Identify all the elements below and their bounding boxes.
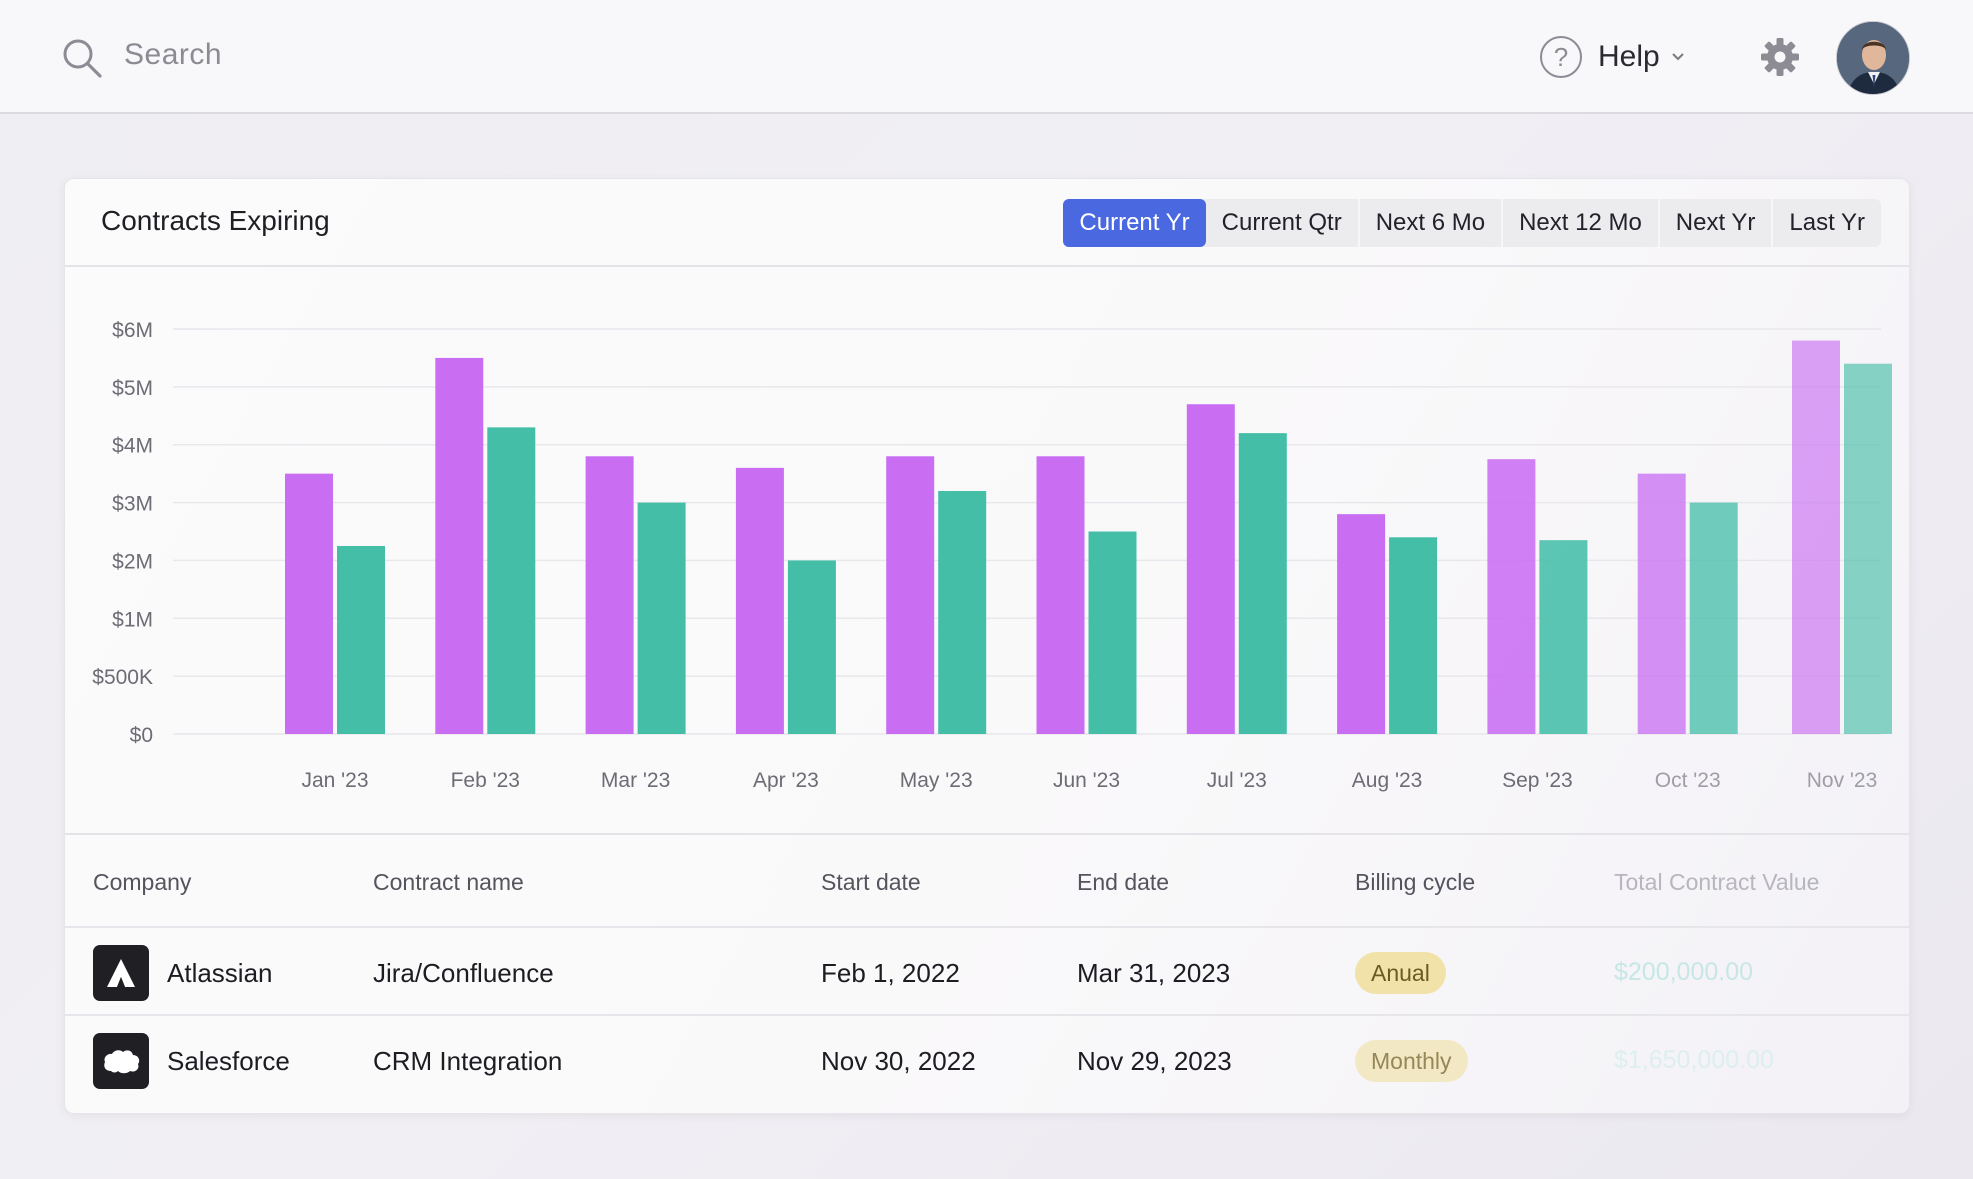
x-tick-label: May '23: [900, 769, 973, 792]
table-row[interactable]: Atlassian Jira/Confluence Feb 1, 2022 Ma…: [65, 926, 1909, 1014]
atlassian-logo: [93, 945, 149, 1001]
x-tick-label: Nov '23: [1807, 769, 1878, 792]
y-tick-label: $1M: [112, 608, 153, 631]
tab-current-yr[interactable]: Current Yr: [1063, 199, 1206, 247]
help-icon: ?: [1540, 36, 1582, 78]
x-tick-label: Mar '23: [601, 769, 670, 792]
search-icon[interactable]: [60, 36, 104, 80]
bar-series-2[interactable]: [787, 560, 836, 734]
y-tick-label: $4M: [112, 435, 153, 458]
bar-series-2[interactable]: [938, 491, 987, 734]
x-tick-label: Jan '23: [301, 769, 368, 792]
salesforce-logo: [93, 1033, 149, 1089]
y-tick-label: $3M: [112, 493, 153, 516]
tab-next-yr[interactable]: Next Yr: [1660, 199, 1774, 247]
y-tick-label: $0: [130, 724, 153, 747]
column-header-total-value[interactable]: Total Contract Value: [1614, 869, 1820, 895]
card-title: Contracts Expiring: [101, 205, 330, 236]
bar-series-2[interactable]: [487, 427, 536, 734]
bar-series-2[interactable]: [337, 545, 385, 734]
x-tick-label: Oct '23: [1655, 769, 1721, 792]
bar-series-1[interactable]: [585, 456, 634, 734]
bar-series-2[interactable]: [1389, 537, 1438, 734]
avatar-image: [1837, 22, 1909, 94]
x-tick-label: Aug '23: [1352, 769, 1423, 792]
column-header-start-date[interactable]: Start date: [821, 869, 921, 895]
salesforce-cloud-icon: [104, 1050, 140, 1074]
bar-series-2[interactable]: [1238, 433, 1287, 734]
y-tick-label: $500K: [92, 666, 153, 689]
bar-series-2[interactable]: [1539, 540, 1588, 734]
billing-cycle-badge: Monthly: [1355, 1040, 1468, 1082]
contract-name: CRM Integration: [373, 1046, 563, 1076]
tab-current-qtr[interactable]: Current Qtr: [1206, 199, 1360, 247]
contract-name: Jira/Confluence: [373, 958, 554, 988]
y-tick-label: $6M: [112, 319, 153, 342]
atlassian-icon: [107, 959, 135, 987]
x-tick-label: Jul '23: [1207, 769, 1267, 792]
bar-series-1[interactable]: [1036, 456, 1085, 734]
start-date: Nov 30, 2022: [821, 1046, 976, 1076]
bar-series-1[interactable]: [1186, 404, 1235, 734]
total-contract-value: $200,000.00: [1614, 958, 1754, 986]
divider: [65, 833, 1909, 835]
company-name: Atlassian: [167, 958, 273, 988]
chevron-down-icon: [1671, 53, 1684, 61]
column-header-company[interactable]: Company: [93, 869, 192, 895]
search-input[interactable]: Search: [124, 38, 223, 71]
x-tick-label: Feb '23: [451, 769, 520, 792]
company-name: Salesforce: [167, 1046, 290, 1076]
bar-series-2[interactable]: [1088, 531, 1137, 735]
bar-series-1[interactable]: [1337, 514, 1386, 734]
bar-series-1[interactable]: [886, 456, 935, 734]
period-tabs: Current Yr Current Qtr Next 6 Mo Next 12…: [1063, 199, 1881, 247]
bar-series-1[interactable]: [285, 473, 333, 734]
bar-series-1[interactable]: [435, 357, 484, 734]
column-header-contract-name[interactable]: Contract name: [373, 869, 524, 895]
help-label: Help: [1598, 40, 1660, 73]
bar-series-2[interactable]: [1689, 502, 1738, 734]
y-tick-label: $5M: [112, 377, 153, 400]
contracts-bar-chart: $0 $500K $1M $2M $3M $4M $5M $6M Jan '23 Feb '23 M…: [92, 319, 1892, 792]
end-date: Mar 31, 2023: [1077, 958, 1231, 988]
bar-series-2[interactable]: [637, 502, 686, 734]
contracts-card: Contracts Expiring Current Yr Current Qt…: [64, 178, 1910, 1114]
bar-series-1[interactable]: [735, 467, 784, 734]
tab-next-6-mo[interactable]: Next 6 Mo: [1360, 199, 1504, 247]
billing-cycle-badge: Anual: [1355, 952, 1446, 994]
bar-series-1[interactable]: [1637, 473, 1686, 734]
help-menu[interactable]: ? Help: [1540, 33, 1686, 81]
bar-series-1[interactable]: [1487, 459, 1536, 734]
x-tick-label: Apr '23: [753, 769, 819, 792]
table-header: Company Contract name Start date End dat…: [65, 869, 1909, 917]
x-tick-label: Sep '23: [1502, 769, 1573, 792]
bar-series-2[interactable]: [1844, 363, 1892, 734]
gear-icon[interactable]: [1758, 35, 1802, 79]
column-header-billing-cycle[interactable]: Billing cycle: [1355, 869, 1476, 895]
total-contract-value: $1,650,000.00: [1614, 1046, 1774, 1074]
tab-last-yr[interactable]: Last Yr: [1789, 209, 1865, 236]
avatar[interactable]: [1836, 21, 1910, 95]
end-date: Nov 29, 2023: [1077, 1046, 1232, 1076]
card-header: Contracts Expiring Current Yr Current Qt…: [65, 179, 1909, 267]
y-tick-label: $2M: [112, 550, 153, 573]
x-tick-label: Jun '23: [1053, 769, 1120, 792]
tab-next-12-mo[interactable]: Next 12 Mo: [1503, 199, 1660, 247]
start-date: Feb 1, 2022: [821, 958, 960, 988]
table-row[interactable]: Salesforce CRM Integration Nov 30, 2022 …: [65, 1014, 1909, 1102]
bar-series-1[interactable]: [1792, 340, 1840, 734]
top-bar: Search ? Help: [0, 0, 1973, 114]
column-header-end-date[interactable]: End date: [1077, 869, 1170, 895]
